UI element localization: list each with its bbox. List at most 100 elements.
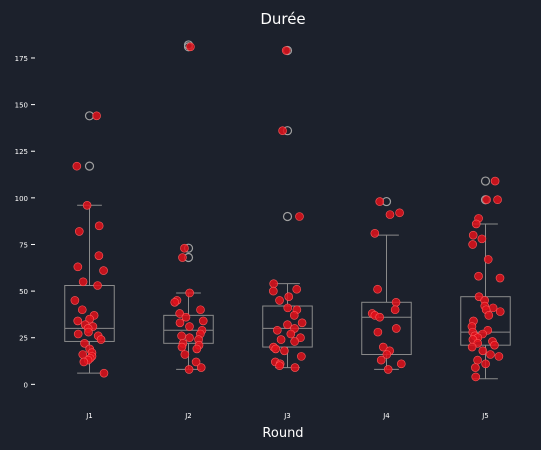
outlier-marker	[282, 211, 293, 222]
data-point	[395, 208, 404, 218]
data-point	[278, 126, 287, 136]
x-tick-label: J2	[184, 412, 192, 420]
data-point	[79, 357, 89, 367]
data-point	[80, 339, 89, 348]
data-point	[373, 327, 383, 337]
data-point	[482, 195, 491, 205]
box-J4	[361, 196, 412, 370]
data-point	[490, 176, 500, 186]
data-point	[271, 344, 281, 354]
data-point	[275, 361, 284, 371]
data-point	[73, 329, 83, 339]
data-point	[185, 333, 194, 343]
y-tick-label: 50	[19, 288, 28, 296]
x-tick-label: J3	[283, 412, 291, 420]
outlier-marker	[84, 111, 95, 121]
box-J3	[262, 45, 313, 369]
data-point	[289, 311, 299, 320]
x-tick-label: J4	[382, 412, 390, 420]
data-point	[467, 342, 477, 352]
data-point	[280, 346, 289, 356]
data-point	[396, 359, 406, 369]
data-point	[383, 365, 393, 374]
data-point	[276, 335, 286, 344]
data-point	[382, 350, 392, 359]
data-point	[292, 284, 302, 294]
data-point	[297, 318, 307, 328]
data-point	[94, 221, 104, 231]
data-point	[73, 262, 83, 272]
data-point	[191, 357, 201, 367]
data-point	[283, 303, 293, 313]
data-point	[471, 372, 481, 382]
y-tick-label: 100	[15, 195, 28, 203]
data-point	[283, 320, 292, 329]
data-point	[92, 111, 101, 121]
data-point	[495, 273, 505, 283]
y-tick-label: 25	[19, 335, 28, 343]
data-point	[96, 335, 106, 344]
data-point	[286, 329, 296, 339]
y-tick-label: 175	[15, 55, 28, 63]
y-axis: 0 25 50 75 100 125 150 175	[15, 55, 35, 389]
data-point	[175, 309, 184, 318]
x-axis-label: Round	[262, 426, 303, 441]
data-point	[272, 325, 282, 335]
data-point	[73, 316, 83, 326]
data-point	[478, 346, 488, 356]
outlier-marker	[480, 176, 491, 186]
data-point	[284, 292, 294, 301]
data-point	[84, 327, 93, 337]
x-tick-label: J5	[481, 412, 489, 420]
data-point	[181, 312, 191, 322]
data-point	[185, 288, 194, 298]
x-axis: J1 J2 J3 J4 J5	[85, 412, 489, 420]
y-tick-label: 0	[24, 381, 28, 389]
x-tick-label: J1	[85, 412, 93, 420]
data-point	[186, 42, 195, 52]
data-point	[94, 251, 104, 260]
data-points	[70, 42, 505, 382]
data-point	[72, 161, 82, 171]
data-point	[378, 342, 388, 352]
data-point	[178, 253, 187, 262]
data-point	[192, 344, 202, 354]
data-point	[481, 359, 490, 369]
data-point	[495, 307, 505, 316]
data-point	[74, 227, 84, 236]
data-point	[493, 195, 502, 205]
data-point	[391, 297, 401, 307]
data-point	[297, 352, 306, 361]
data-point	[385, 210, 395, 219]
data-point	[484, 311, 494, 320]
data-point	[375, 197, 385, 206]
data-point	[290, 363, 300, 372]
data-point	[177, 342, 187, 352]
data-point	[99, 266, 108, 275]
data-point	[93, 281, 102, 290]
data-point	[170, 297, 180, 307]
data-point	[177, 331, 186, 341]
data-point	[477, 234, 487, 244]
data-point	[375, 312, 384, 322]
data-point	[373, 284, 382, 294]
chart-title: Durée	[260, 10, 305, 28]
data-point	[392, 324, 401, 333]
y-tick-label: 125	[15, 148, 28, 156]
data-point	[486, 350, 495, 359]
data-point	[370, 228, 380, 238]
outlier-marker	[84, 161, 95, 171]
data-point	[185, 322, 194, 331]
data-point	[85, 314, 94, 324]
data-point	[70, 296, 80, 305]
data-point	[180, 350, 190, 359]
data-point	[483, 255, 493, 264]
data-point	[468, 230, 478, 240]
data-point	[494, 352, 504, 361]
data-point	[180, 243, 189, 253]
data-point	[490, 340, 499, 350]
data-point	[99, 368, 109, 378]
data-point	[376, 355, 386, 365]
